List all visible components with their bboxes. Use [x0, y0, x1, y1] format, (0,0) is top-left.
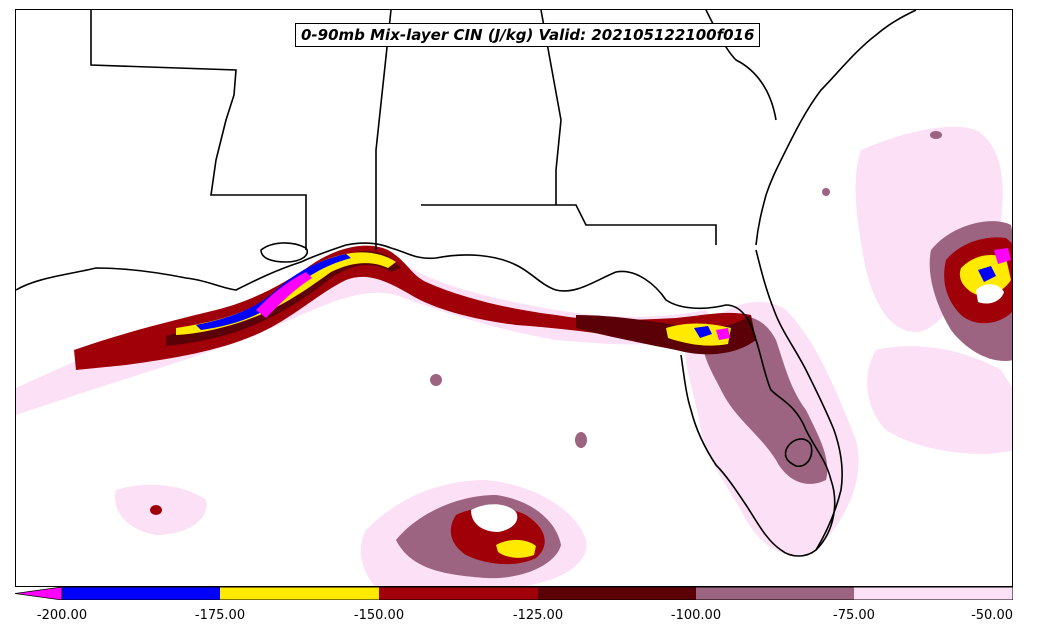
colorbar-tick-label: -100.00: [670, 608, 722, 623]
colorbar-segment-3: [379, 587, 538, 600]
cin-blue-spot-bigbend: [694, 326, 712, 338]
border-fl-line: [421, 204, 717, 245]
colorbar-segment-4: [538, 587, 696, 600]
border-la-ms: [90, 10, 307, 250]
cin-white-holes-south-gulf: [471, 504, 518, 532]
cin-map: [16, 10, 1012, 586]
map-title: 0-90mb Mix-layer CIN (J/kg) Valid: 20210…: [295, 23, 761, 47]
border-al-ga: [540, 10, 562, 205]
map-panel: 0-90mb Mix-layer CIN (J/kg) Valid: 20210…: [15, 9, 1013, 587]
cin-blue-band-coast: [196, 254, 351, 330]
cin-spot-2: [575, 432, 587, 448]
cin-spot-3: [822, 188, 830, 196]
colorbar-extend-triangle: [15, 587, 63, 600]
cin-white-holes-atlantic: [976, 284, 1004, 304]
coastline-gulf: [16, 242, 836, 557]
colorbar-segment-5: [696, 587, 854, 600]
cin-magenta-spot-bigbend: [716, 328, 730, 340]
border-ms-al: [375, 10, 392, 250]
cin-light-field-east: [867, 346, 1012, 454]
colorbar-tick-label: -50.00: [971, 608, 1013, 623]
cin-spot-1: [430, 374, 442, 386]
colorbar-tick-label: -125.00: [512, 608, 564, 623]
cin-shading: [16, 126, 1012, 586]
colorbar-tick-label: -150.00: [353, 608, 405, 623]
map-borders: [16, 10, 917, 557]
colorbar-segment-6: [854, 587, 1013, 600]
lake-okeechobee: [784, 438, 813, 468]
florida-east-coast: [755, 249, 843, 551]
colorbar-tick-label: -75.00: [833, 608, 875, 623]
cin-blue-spot-atlantic: [978, 266, 996, 282]
colorbar: [15, 587, 1013, 600]
lake-pontchartrain: [260, 242, 308, 263]
cin-yellow-spot-south-gulf: [496, 539, 536, 558]
cin-dark-band-coast: [74, 245, 751, 370]
coastline-atlantic: [755, 10, 917, 246]
cin-magenta-spot-coast: [256, 272, 312, 318]
cin-spot-4: [150, 505, 162, 515]
colorbar-tick-label: -175.00: [194, 608, 246, 623]
colorbar-segment-1: [62, 587, 220, 600]
cin-mauve-field-florida: [701, 316, 828, 484]
cin-magenta-spot-atlantic: [994, 248, 1011, 264]
colorbar-tick-label: -200.00: [36, 608, 88, 623]
colorbar-segment-2: [220, 587, 379, 600]
colorbar-outline: [61, 587, 1013, 600]
cin-spot-5: [930, 131, 942, 139]
